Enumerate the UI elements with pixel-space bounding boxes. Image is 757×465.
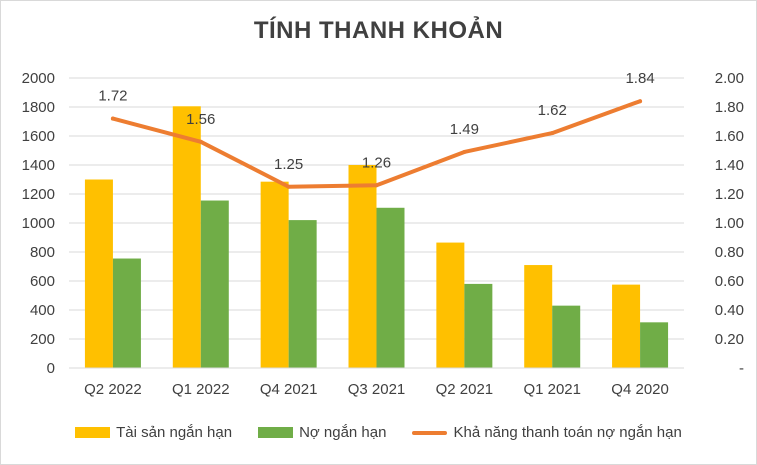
legend-item-no-ngan-han: Nợ ngắn hạn [258, 424, 386, 441]
y-left-tick-label: 800 [30, 244, 55, 261]
chart-plot: 0 - 200 0.20 400 0.40 600 0.60 800 0.80 1000 1.00 12… [22, 70, 744, 398]
bar-tai-san [260, 181, 289, 368]
data-label-kha-nang: 1.26 [362, 154, 391, 171]
y-right-tick-label: 0.40 [715, 302, 744, 319]
line-point-kha-nang [198, 139, 203, 144]
bar-tai-san [84, 179, 113, 368]
line-point-kha-nang [462, 149, 467, 154]
bar-no-ngan-han [376, 207, 405, 368]
bar-tai-san [524, 265, 553, 368]
legend-swatch-tai-san [75, 427, 111, 438]
bar-no-ngan-han [640, 322, 669, 368]
y-right-tick-label: 2.00 [715, 70, 744, 87]
legend-swatch-no-ngan-han [258, 427, 294, 438]
x-tick-label: Q4 2021 [260, 381, 318, 398]
data-label-kha-nang: 1.56 [186, 111, 215, 128]
y-right-tick-label: 1.20 [715, 186, 744, 203]
y-right-tick-label: 1.00 [715, 215, 744, 232]
x-tick-label: Q2 2021 [436, 381, 494, 398]
y-left-tick-label: 600 [30, 273, 55, 290]
y-left-tick-label: 2000 [22, 70, 55, 87]
y-left-tick-label: 1400 [22, 157, 55, 174]
x-tick-label: Q4 2020 [611, 381, 669, 398]
line-point-kha-nang [374, 183, 379, 188]
y-left-tick-label: 200 [30, 331, 55, 348]
legend-label-tai-san: Tài sản ngắn hạn [116, 424, 233, 441]
legend-swatch-kha-nang [412, 430, 448, 435]
legend-label-kha-nang: Khả năng thanh toán nợ ngắn hạn [453, 424, 682, 441]
data-label-kha-nang: 1.49 [450, 121, 479, 138]
bar-no-ngan-han [464, 283, 493, 368]
chart-title: TÍNH THANH KHOẢN [253, 17, 504, 44]
line-point-kha-nang [286, 184, 291, 189]
x-tick-label: Q2 2022 [84, 381, 142, 398]
line-point-kha-nang [638, 99, 643, 104]
bar-no-ngan-han [200, 200, 229, 368]
x-tick-label: Q1 2022 [172, 381, 230, 398]
bar-tai-san [612, 284, 641, 368]
bar-tai-san [172, 106, 201, 369]
data-label-kha-nang: 1.72 [98, 88, 127, 105]
bar-no-ngan-han [552, 305, 581, 368]
y-left-tick-label: 1000 [22, 215, 55, 232]
y-right-tick-label: - [739, 360, 744, 377]
y-right-tick-label: 1.40 [715, 157, 744, 174]
x-tick-label: Q3 2021 [348, 381, 406, 398]
y-right-tick-label: 0.80 [715, 244, 744, 261]
bar-no-ngan-han [288, 220, 317, 368]
data-label-kha-nang: 1.62 [538, 102, 567, 119]
y-right-tick-label: 0.20 [715, 331, 744, 348]
y-left-tick-label: 0 [47, 360, 55, 377]
y-left-tick-label: 1600 [22, 128, 55, 145]
data-label-kha-nang: 1.25 [274, 156, 303, 173]
y-left-tick-label: 400 [30, 302, 55, 319]
y-right-tick-label: 1.60 [715, 128, 744, 145]
line-point-kha-nang [550, 131, 555, 136]
legend-label-no-ngan-han: Nợ ngắn hạn [299, 424, 387, 441]
bar-tai-san [436, 242, 465, 368]
legend: Tài sản ngắn hạn Nợ ngắn hạn Khả năng th… [1, 424, 756, 441]
data-label-kha-nang: 1.84 [625, 70, 654, 87]
y-left-tick-label: 1200 [22, 186, 55, 203]
x-tick-label: Q1 2021 [523, 381, 581, 398]
line-point-kha-nang [110, 116, 115, 121]
y-left-tick-label: 1800 [22, 99, 55, 116]
bar-no-ngan-han [112, 258, 141, 368]
y-right-tick-label: 1.80 [715, 99, 744, 116]
legend-item-tai-san: Tài sản ngắn hạn [75, 424, 232, 441]
bar-tai-san [348, 165, 377, 368]
y-right-tick-label: 0.60 [715, 273, 744, 290]
legend-item-kha-nang: Khả năng thanh toán nợ ngắn hạn [412, 424, 682, 441]
